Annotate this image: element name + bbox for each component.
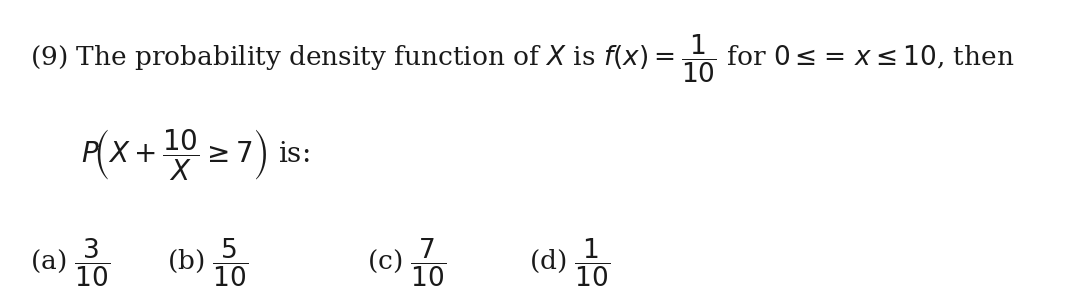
Text: (a) $\dfrac{3}{10}$: (a) $\dfrac{3}{10}$ [30, 237, 110, 289]
Text: (d) $\dfrac{1}{10}$: (d) $\dfrac{1}{10}$ [529, 237, 610, 289]
Text: $P\!\left(X + \dfrac{10}{X} \geq 7\right)$ is:: $P\!\left(X + \dfrac{10}{X} \geq 7\right… [81, 127, 310, 182]
Text: (9) The probability density function of $X$ is $f(x) = \dfrac{1}{10}$ for $0 \le: (9) The probability density function of … [30, 32, 1014, 84]
Text: (c) $\dfrac{7}{10}$: (c) $\dfrac{7}{10}$ [367, 237, 446, 289]
Text: (b) $\dfrac{5}{10}$: (b) $\dfrac{5}{10}$ [167, 237, 248, 289]
